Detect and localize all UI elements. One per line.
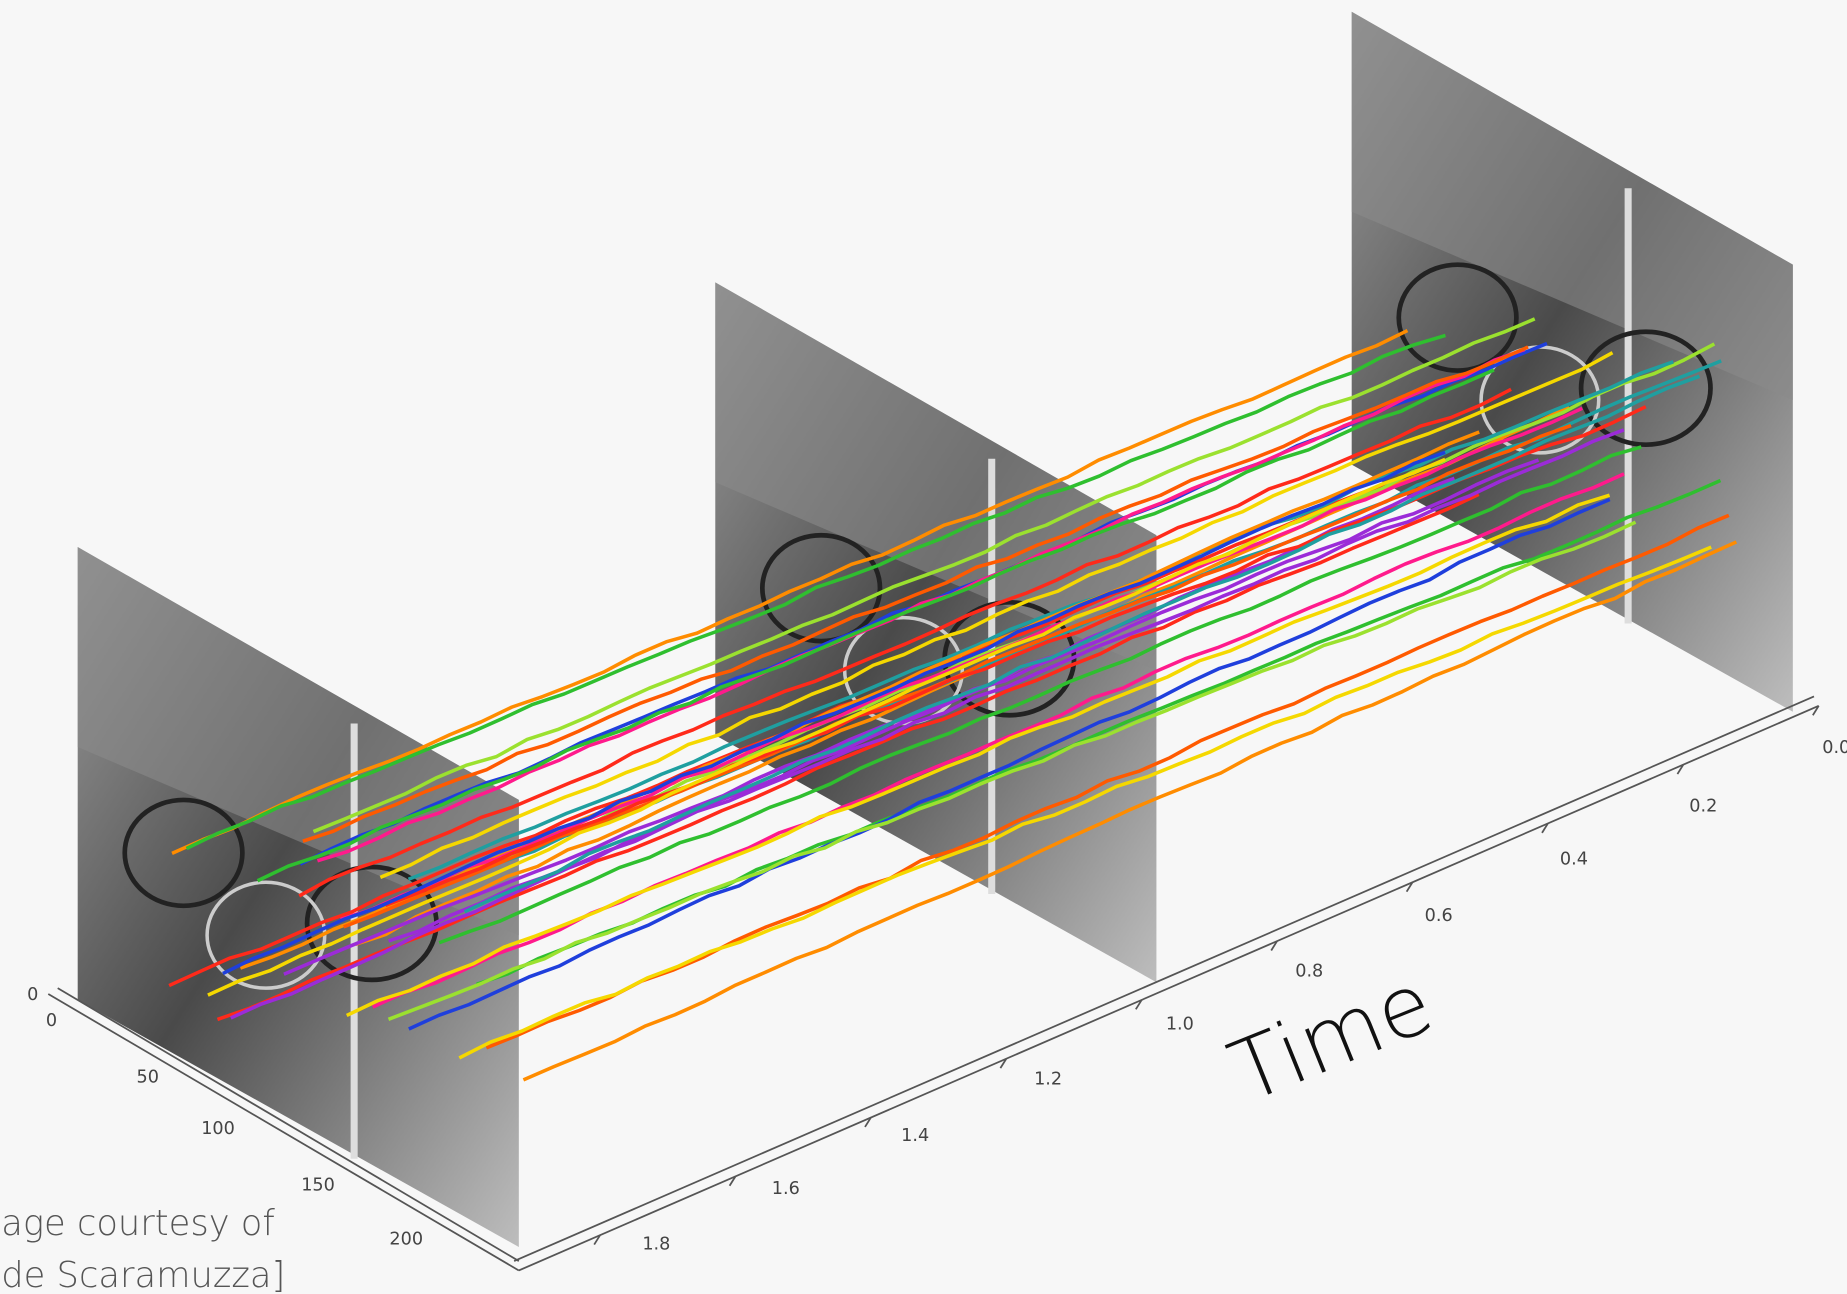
trajectory: [388, 428, 1625, 943]
depth-tick-label: 0: [46, 1011, 57, 1031]
time-tick-label: 1.2: [1034, 1070, 1062, 1090]
time-axis: [518, 705, 1820, 1272]
trajectories: [168, 317, 1738, 1082]
time-tick: [1676, 764, 1685, 775]
vertical-tick-label: 0: [27, 985, 38, 1005]
bike-wheel: [759, 532, 883, 644]
time-tick-label: 0.0: [1822, 738, 1847, 758]
image-frame: [1351, 11, 1793, 712]
depth-tick-label: 100: [201, 1119, 235, 1139]
trajectory: [407, 360, 1674, 881]
trajectory: [298, 387, 1512, 898]
depth-axis: [47, 993, 520, 1272]
time-label: Time: [1217, 953, 1446, 1122]
bike-wheel: [1578, 329, 1713, 448]
frame-wall: [1351, 11, 1793, 400]
trajectory: [302, 345, 1529, 843]
axes: [47, 695, 1820, 1272]
trajectory: [230, 476, 1456, 1020]
time-tick: [999, 1058, 1008, 1069]
bike-wheel: [1396, 262, 1519, 373]
time-tick-label: 1.4: [901, 1126, 929, 1146]
time-tick-label: 1.0: [1166, 1014, 1194, 1034]
caption-line: de Scaramuzza]: [1, 1255, 285, 1294]
trajectory: [185, 333, 1446, 851]
frame-wall: [77, 547, 519, 936]
trajectory: [216, 492, 1480, 1022]
time-tick: [1541, 822, 1549, 834]
time-tick: [864, 1117, 872, 1128]
time-tick: [1812, 705, 1820, 716]
trajectory: [522, 540, 1738, 1082]
trajectory: [438, 445, 1642, 945]
trajectory: [345, 493, 1611, 1018]
trajectory: [379, 351, 1614, 879]
time-tick: [728, 1175, 737, 1187]
time-tick-label: 0.6: [1425, 906, 1453, 926]
trajectory: [222, 450, 1446, 976]
frame-wall: [715, 282, 1157, 671]
depth-tick-label: 200: [389, 1230, 423, 1250]
time-tick: [1135, 999, 1143, 1010]
depth-axis-edge: [57, 987, 520, 1262]
trajectory: [316, 347, 1526, 863]
image-frame: [77, 547, 519, 1247]
trajectory: [387, 520, 1637, 1021]
time-tick: [593, 1234, 601, 1246]
time-tick-label: 1.6: [772, 1179, 800, 1199]
time-tick-label: 1.8: [642, 1234, 670, 1254]
trajectory: [408, 497, 1611, 1031]
time-tick: [1405, 881, 1414, 893]
trajectory: [340, 406, 1584, 922]
trajectory: [207, 457, 1446, 997]
trajectory: [485, 513, 1730, 1050]
depth-tick-label: 50: [137, 1067, 159, 1087]
trajectory: [458, 545, 1712, 1060]
caption-line: age courtesy of: [1, 1203, 275, 1244]
depth-tick-label: 150: [301, 1175, 335, 1195]
trajectory: [312, 317, 1536, 834]
time-axis-edge: [513, 695, 1815, 1262]
time-tick: [1270, 940, 1278, 951]
time-tick-label: 0.8: [1295, 961, 1323, 981]
trajectory: [256, 368, 1495, 883]
bike-wheel: [122, 797, 245, 909]
time-tick-label: 0.2: [1689, 797, 1717, 817]
time-tick-label: 0.4: [1560, 850, 1588, 870]
trajectory: [171, 328, 1409, 855]
trajectory: [463, 374, 1701, 914]
